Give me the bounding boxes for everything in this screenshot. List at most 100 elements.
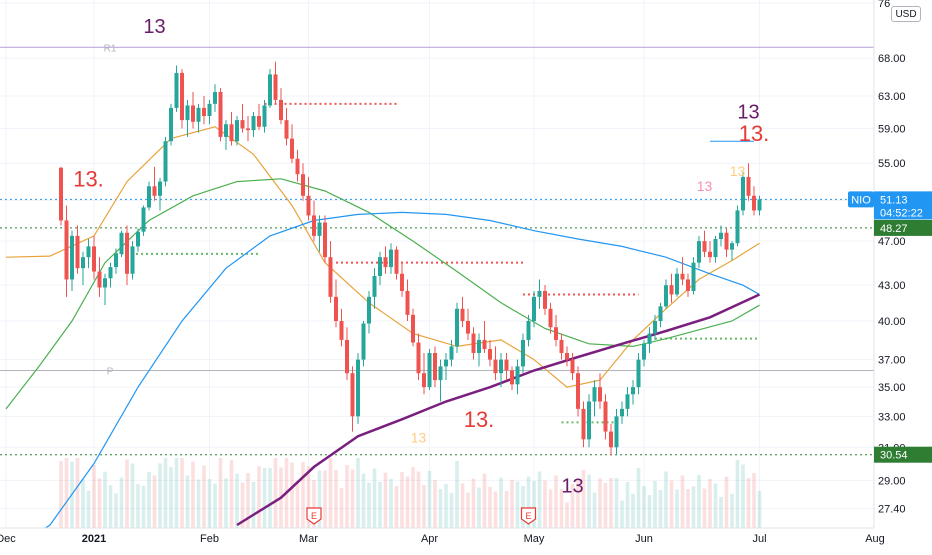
candle-body [554,327,558,340]
volume-bar [108,485,113,528]
volume-bar [290,462,294,528]
candle-body [548,308,553,328]
candle [691,257,696,295]
candle-body [97,271,102,288]
candle [75,225,80,274]
candle-body [730,243,734,250]
candle-body [229,124,234,142]
candle-body [625,394,630,409]
candle-body [609,431,613,448]
grid-lines [0,0,876,528]
candle [356,352,360,424]
candle-body [218,92,223,137]
candle [361,321,366,367]
candle [752,186,756,216]
volume-bar [119,477,124,528]
candle [411,308,415,347]
volume-bar [543,480,547,528]
candle-body [675,273,679,295]
earnings-marker-shape [306,507,322,525]
volume-bar [169,467,173,528]
candle-body [724,232,729,250]
candle [350,366,355,432]
candle-body [334,296,338,322]
candle-body [152,186,157,196]
count-annotation: 13. [464,407,495,432]
candle [636,352,641,395]
candle [735,205,740,247]
candle [279,88,283,125]
volume-bar [510,479,514,528]
candle [334,279,338,328]
earnings-marker-shape [520,507,537,525]
candle-body [119,232,124,254]
volume-bar [174,458,179,528]
volume-bar [427,471,432,528]
count-annotation: 13 [561,475,583,497]
currency-badge[interactable]: USD [891,6,921,22]
volume-bar [383,472,388,528]
volume-bar [378,482,382,528]
volume-bar [477,487,481,528]
volume-bar [158,463,162,528]
candle [730,241,734,261]
candle [548,302,553,334]
volume-bar [675,489,679,528]
candle [268,69,272,108]
candle-body [213,92,217,104]
candle-body [559,339,564,353]
volume-bar [339,488,344,528]
volume-bar [587,474,591,528]
candle [119,230,124,258]
volume-bar [196,479,201,528]
candle-body [361,323,366,360]
candle-body [372,276,377,297]
candles [59,61,762,456]
candle-body [279,99,283,121]
candle [708,241,712,263]
candle [565,346,569,367]
volume-bar [664,471,668,528]
candle-body [697,241,701,263]
volume-bar [411,467,415,528]
volume-bar [614,478,619,528]
candle [290,124,294,164]
candle-body [169,107,173,142]
candle [554,314,558,347]
price-label-ticker-box [848,191,874,208]
candle [460,296,465,328]
volume-bar [64,458,69,528]
candle-body [202,107,206,117]
volume-bar [565,502,569,528]
price-label-ticker: NIO [851,194,871,206]
volume-bar [180,458,184,528]
candle [207,99,212,125]
candle [339,308,344,347]
candle-body [257,116,261,127]
candle [345,327,349,381]
candle [213,84,217,112]
x-axis-tick-label: May [524,533,545,545]
candle-body [752,195,756,211]
volume-bar [499,477,503,528]
candle-body [521,339,525,367]
volume-bar [642,486,646,528]
y-axis-tick-label: 47.00 [878,236,906,248]
candle [389,243,393,274]
volume-bar [323,470,327,528]
candle-body [664,285,668,307]
volume-bar [554,475,558,528]
candle [394,246,399,280]
candle-body [301,174,305,196]
candle [559,333,564,360]
candle [499,352,503,388]
volume-bar [185,475,190,528]
candle [284,107,289,146]
candle-body [510,370,514,385]
candle-body [328,257,333,297]
pivot-label: P [107,366,114,377]
candle-body [246,128,250,131]
volume-bar [686,489,690,528]
